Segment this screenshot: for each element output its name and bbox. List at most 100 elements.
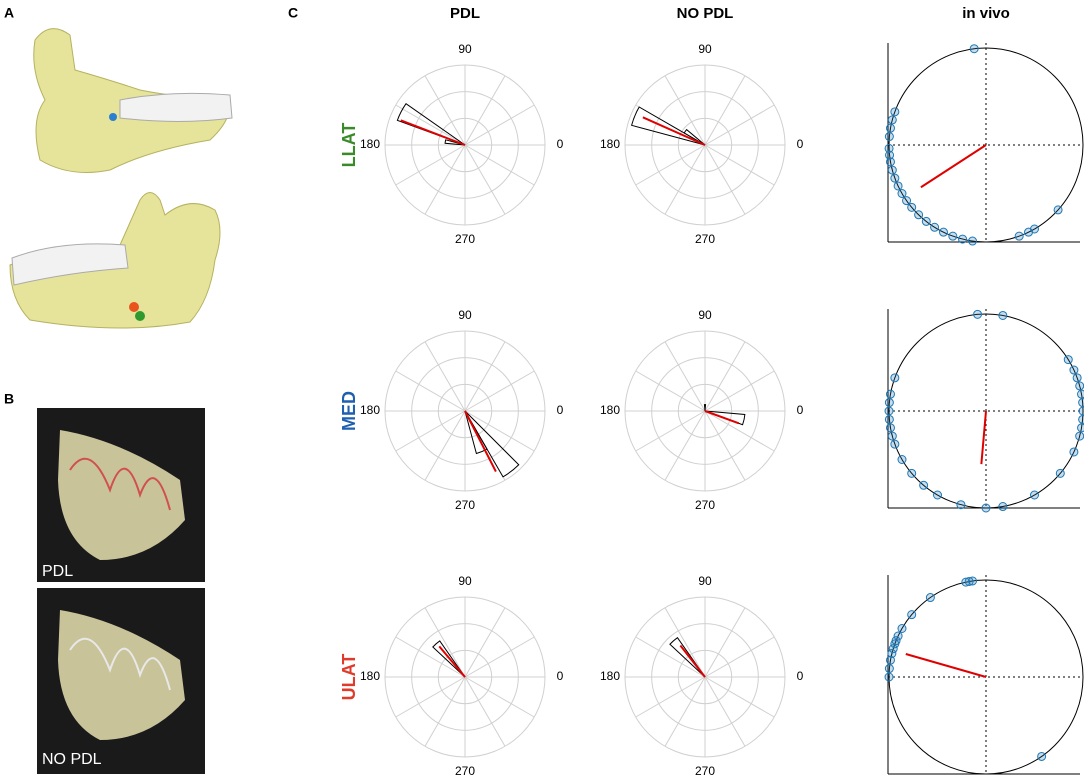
data-point — [1077, 389, 1084, 399]
data-point — [887, 165, 897, 175]
mandible-illustration — [9, 28, 233, 329]
mean-vector — [464, 410, 497, 473]
rose-wedge — [704, 410, 746, 426]
data-point — [884, 414, 894, 424]
row-label: LLAT — [339, 123, 359, 168]
rose-wedge — [703, 404, 707, 412]
data-point — [885, 423, 895, 433]
mean-vector — [438, 645, 466, 678]
rose-wedge — [630, 106, 706, 146]
polar-spoke — [424, 144, 466, 215]
polar-tick-label: 90 — [458, 574, 472, 588]
polar-spoke — [395, 676, 466, 718]
image-label: PDL — [42, 563, 73, 580]
polar-spoke — [464, 676, 535, 718]
data-point — [930, 222, 940, 232]
data-point — [884, 406, 894, 416]
polar-spoke — [464, 410, 535, 452]
data-point — [925, 593, 935, 603]
data-point — [885, 389, 895, 399]
polar-tick-label: 180 — [600, 403, 620, 417]
data-point — [1075, 381, 1084, 391]
polar-spoke — [395, 636, 466, 678]
data-point — [1069, 447, 1079, 457]
polar-spoke — [664, 607, 706, 678]
data-point — [897, 455, 907, 464]
data-point — [885, 157, 895, 167]
data-point — [890, 373, 900, 383]
panel-label: A — [4, 5, 14, 21]
data-point — [897, 624, 907, 633]
polar-tick-label: 180 — [600, 137, 620, 151]
polar-spoke — [635, 636, 706, 678]
data-point — [969, 44, 979, 54]
polar-spoke — [704, 104, 775, 146]
data-point — [956, 500, 966, 510]
polar-tick-label: 90 — [458, 308, 472, 322]
polar-spoke — [664, 144, 706, 215]
data-point — [938, 227, 948, 237]
data-point — [1077, 423, 1084, 433]
polar-spoke — [664, 410, 706, 481]
polar-spoke — [424, 607, 466, 678]
polar-tick-label: 0 — [557, 403, 564, 417]
column-header: PDL — [450, 5, 480, 22]
polar-tick-label: 90 — [698, 574, 712, 588]
polar-spoke — [395, 370, 466, 412]
polar-spoke — [664, 341, 706, 412]
polar-tick-label: 0 — [557, 669, 564, 683]
data-point — [902, 196, 912, 206]
polar-spoke — [395, 104, 466, 146]
mean-vector — [905, 653, 987, 678]
data-point — [1069, 365, 1079, 375]
rose-wedge — [669, 636, 706, 678]
ct-image — [37, 408, 205, 774]
rose-wedge — [396, 103, 466, 146]
polar-spoke — [464, 676, 506, 747]
row-label: ULAT — [339, 654, 359, 701]
data-point — [887, 431, 897, 441]
data-point — [998, 502, 1008, 512]
data-point — [1014, 231, 1024, 241]
data-point — [921, 216, 931, 226]
polar-spoke — [635, 676, 706, 718]
polar-spoke — [464, 636, 535, 678]
data-point — [884, 398, 894, 408]
polar-spoke — [464, 370, 535, 412]
data-point — [1037, 751, 1047, 761]
data-point — [968, 236, 978, 246]
data-point — [1075, 431, 1084, 441]
polar-spoke — [464, 144, 506, 215]
data-point — [893, 631, 903, 641]
data-point — [933, 490, 942, 500]
rose-wedge — [464, 410, 520, 478]
polar-spoke — [664, 75, 706, 146]
data-point — [893, 181, 903, 191]
data-point — [919, 480, 929, 490]
polar-tick-label: 90 — [698, 308, 712, 322]
polar-spoke — [704, 144, 746, 215]
panel-label: C — [288, 5, 298, 21]
polar-tick-label: 0 — [797, 669, 804, 683]
polar-spoke — [464, 75, 506, 146]
data-point — [885, 123, 895, 133]
polar-spoke — [704, 636, 775, 678]
polar-spoke — [395, 144, 466, 186]
data-point — [973, 309, 983, 319]
panel-label: B — [4, 391, 14, 407]
data-point — [964, 576, 974, 586]
polar-spoke — [704, 370, 775, 412]
data-point — [884, 132, 894, 142]
data-point — [998, 310, 1008, 320]
data-point — [890, 173, 900, 183]
rose-wedge — [432, 640, 466, 678]
column-header: NO PDL — [677, 5, 734, 22]
data-point — [907, 610, 917, 620]
data-point — [887, 649, 897, 659]
data-point — [885, 655, 895, 665]
data-point — [1030, 490, 1039, 500]
data-point — [1072, 373, 1082, 383]
polar-spoke — [424, 75, 466, 146]
polar-tick-label: 180 — [360, 137, 380, 151]
rose-wedge — [683, 128, 706, 146]
